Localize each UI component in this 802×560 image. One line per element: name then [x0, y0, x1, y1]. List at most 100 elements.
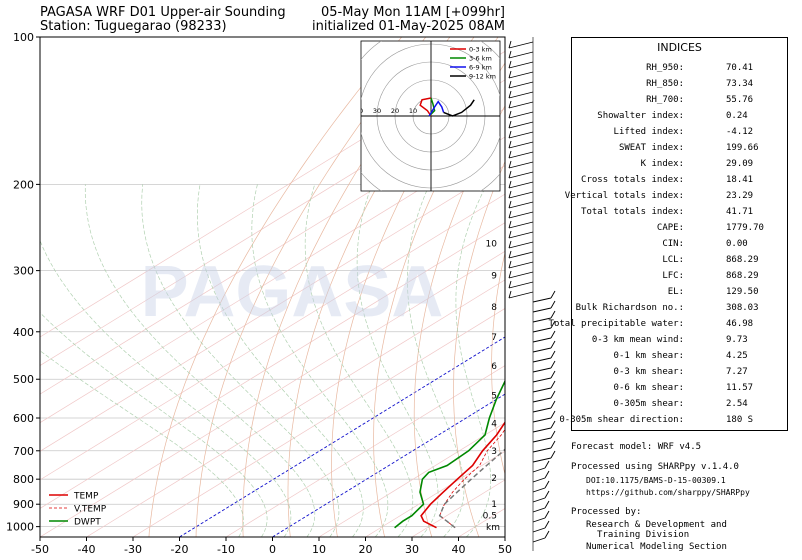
- wind-barb: [508, 201, 534, 209]
- wind-barb-flag: [508, 290, 512, 299]
- isotherm-line: [132, 308, 505, 537]
- index-row: 0-305m shear direction: 180 S: [559, 412, 787, 428]
- wind-barb: [532, 317, 552, 323]
- index-row: LFC: 868.29: [572, 268, 787, 284]
- index-value: 11.57: [726, 383, 754, 393]
- wind-barb-flag: [508, 110, 512, 119]
- wind-barb: [508, 171, 534, 179]
- wind-barb: [508, 251, 534, 259]
- wind-barb: [532, 367, 552, 373]
- index-name: RH_850:: [646, 79, 684, 89]
- wind-barb-flag: [544, 530, 550, 539]
- wind-barb: [532, 407, 552, 413]
- index-row: Total precipitable water: 46.98: [549, 316, 787, 332]
- index-row: 0-1 km shear: 4.25: [572, 348, 787, 364]
- wind-barb-flag: [508, 140, 512, 149]
- index-name: K index:: [640, 159, 684, 169]
- wind-barb-flag: [550, 400, 556, 409]
- wind-barb: [508, 101, 534, 109]
- wind-barb: [508, 291, 534, 299]
- dry-adiabat: [242, 37, 451, 537]
- index-row: Cross totals index: 18.41: [572, 172, 787, 188]
- moist-adiabat: [304, 184, 414, 537]
- wind-barb-flag: [508, 90, 512, 99]
- y-tick-label: 100: [13, 31, 34, 44]
- wind-barb-flag: [550, 330, 556, 339]
- wind-barb-flag: [550, 430, 556, 439]
- wind-barb-flag: [508, 220, 512, 229]
- index-value: 868.29: [726, 255, 759, 265]
- y-tick-label: 800: [13, 473, 34, 486]
- moist-adiabat: [251, 184, 389, 537]
- isotherm-line: [86, 279, 505, 537]
- index-row: 0-3 km mean wind: 9.73: [572, 332, 787, 348]
- processed-using-label: Processed using SHARPpy v.1.4.0: [571, 462, 739, 472]
- wind-barb-flag: [508, 240, 512, 249]
- wind-barb: [508, 61, 534, 69]
- wind-barb: [508, 181, 534, 189]
- wind-barb: [532, 517, 546, 523]
- dry-adiabat: [373, 62, 505, 537]
- wind-barb: [508, 211, 534, 219]
- wind-barb: [532, 397, 552, 403]
- hodograph-ring-label: 50: [337, 107, 345, 115]
- index-name: CIN:: [662, 239, 684, 249]
- legend: TEMP V.TEMP DWPT: [49, 492, 107, 528]
- index-value: 2.54: [726, 399, 748, 409]
- forecast-model-label: Forecast model: WRF v4.5: [571, 442, 702, 452]
- index-value: 55.76: [726, 95, 754, 105]
- index-value: 0.00: [726, 239, 748, 249]
- height-label: 7: [491, 333, 497, 343]
- wind-barb-flag: [544, 460, 550, 469]
- wind-barb: [532, 427, 552, 433]
- wind-barb-flag: [550, 300, 556, 309]
- index-row: Lifted index: -4.12: [572, 124, 787, 140]
- index-name: Total precipitable water:: [548, 319, 684, 329]
- y-tick-label: 400: [13, 326, 34, 339]
- wind-barb-flag: [550, 380, 556, 389]
- height-unit-label: km: [486, 523, 500, 533]
- github-label: https://github.com/sharppy/SHARPpy: [586, 488, 750, 497]
- wind-barb: [508, 191, 534, 199]
- x-tick-label: 0: [269, 543, 276, 556]
- series-line-temp: [420, 421, 505, 529]
- series-line-dwpt: [394, 379, 505, 529]
- wind-barb-flag: [550, 420, 556, 429]
- wind-barb-flag: [508, 270, 512, 279]
- hodograph-legend-label: 9-12 km: [469, 73, 496, 81]
- x-tick-label: -50: [31, 543, 49, 556]
- height-label: 3: [491, 447, 497, 457]
- height-label: 5: [491, 392, 497, 402]
- index-row: LCL: 868.29: [572, 252, 787, 268]
- x-tick-label: 20: [359, 543, 373, 556]
- height-label: 2: [491, 474, 497, 484]
- dry-adiabat: [148, 37, 402, 537]
- wind-barb-flag: [550, 390, 556, 399]
- wind-barb: [532, 477, 546, 483]
- y-tick-label: 900: [13, 498, 34, 511]
- wind-barb: [508, 141, 534, 149]
- index-value: 70.41: [726, 63, 754, 73]
- wind-barb: [508, 71, 534, 79]
- moist-adiabat: [141, 184, 340, 537]
- wind-barbs: [508, 37, 556, 551]
- wind-barb: [508, 81, 534, 89]
- section-label: Numerical Modeling Section: [586, 542, 727, 552]
- index-name: LCL:: [662, 255, 684, 265]
- watermark-text: PAGASA: [141, 252, 444, 332]
- index-value: 180 S: [726, 415, 754, 425]
- height-label: 8: [491, 303, 497, 313]
- moist-adiabat: [455, 184, 491, 537]
- index-value: -4.12: [726, 127, 754, 137]
- hodograph-ring-label: 30: [373, 107, 381, 115]
- wind-barb-flag: [508, 160, 512, 169]
- index-value: 1779.70: [726, 223, 764, 233]
- wind-barb-flag: [508, 180, 512, 189]
- series-line-parcel: [438, 448, 505, 529]
- wind-barb: [508, 41, 534, 49]
- index-name: RH_950:: [646, 63, 684, 73]
- wind-barb-flag: [544, 480, 550, 489]
- hodograph: 10 20 30 40 50 0-3 km3-6 km6-9 km9-12 km: [337, 40, 501, 192]
- wind-barb: [508, 281, 534, 289]
